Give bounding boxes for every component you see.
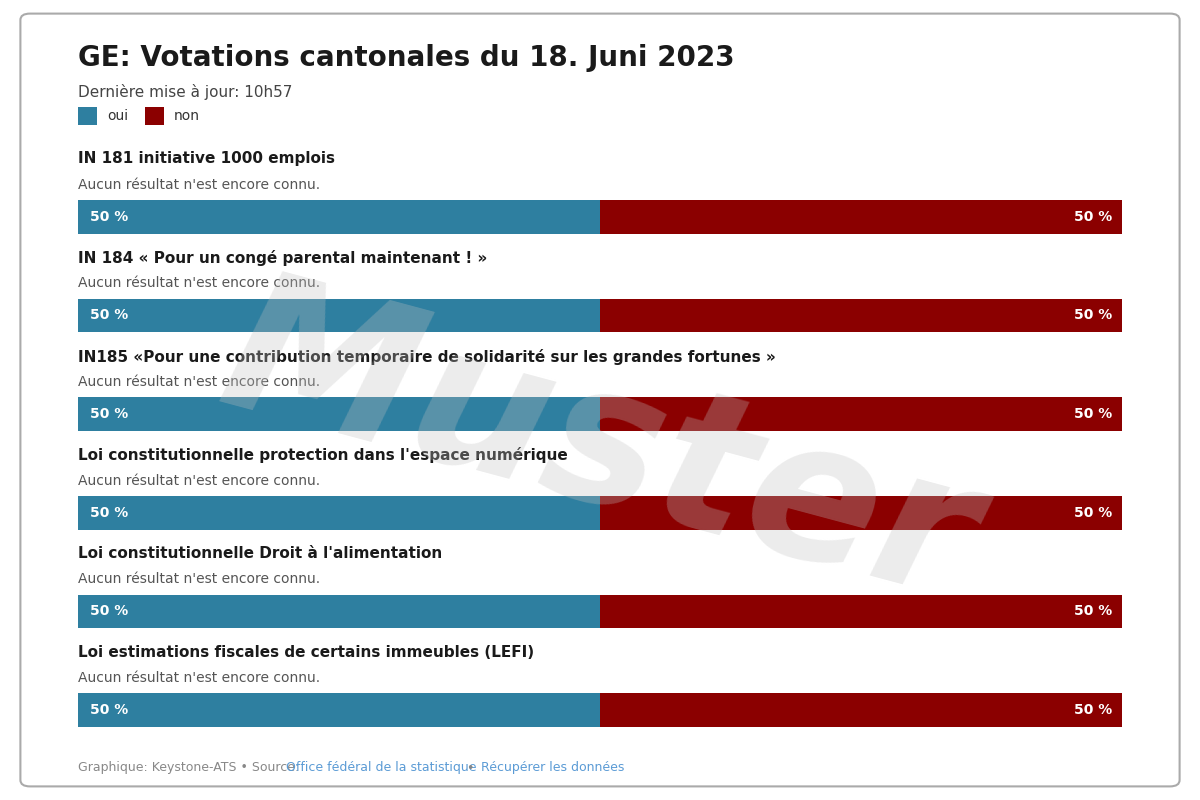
Bar bbox=[145, 107, 164, 125]
Text: Office fédéral de la statistique: Office fédéral de la statistique bbox=[286, 762, 476, 774]
Text: Aucun résultat n'est encore connu.: Aucun résultat n'est encore connu. bbox=[78, 178, 320, 192]
Text: GE: Votations cantonales du 18. Juni 2023: GE: Votations cantonales du 18. Juni 202… bbox=[78, 44, 734, 72]
Text: 50 %: 50 % bbox=[90, 210, 128, 224]
Text: Récupérer les données: Récupérer les données bbox=[481, 762, 624, 774]
Text: 50 %: 50 % bbox=[90, 407, 128, 421]
Bar bbox=[78, 694, 600, 727]
Text: 50 %: 50 % bbox=[1074, 605, 1112, 618]
Bar bbox=[78, 496, 600, 530]
Text: 50 %: 50 % bbox=[90, 605, 128, 618]
Text: 50 %: 50 % bbox=[1074, 210, 1112, 224]
Text: Graphique: Keystone-ATS • Source:: Graphique: Keystone-ATS • Source: bbox=[78, 762, 304, 774]
Text: Loi constitutionnelle protection dans l'espace numérique: Loi constitutionnelle protection dans l'… bbox=[78, 447, 568, 463]
Bar bbox=[78, 398, 600, 431]
Bar bbox=[600, 496, 1122, 530]
Text: 50 %: 50 % bbox=[1074, 506, 1112, 520]
Text: 50 %: 50 % bbox=[1074, 309, 1112, 322]
Text: Dernière mise à jour: 10h57: Dernière mise à jour: 10h57 bbox=[78, 84, 293, 100]
Text: •: • bbox=[463, 762, 479, 774]
Bar bbox=[600, 298, 1122, 332]
Text: 50 %: 50 % bbox=[90, 506, 128, 520]
Text: 50 %: 50 % bbox=[90, 309, 128, 322]
Text: Aucun résultat n'est encore connu.: Aucun résultat n'est encore connu. bbox=[78, 474, 320, 488]
Text: IN 181 initiative 1000 emplois: IN 181 initiative 1000 emplois bbox=[78, 151, 335, 166]
Text: Aucun résultat n'est encore connu.: Aucun résultat n'est encore connu. bbox=[78, 276, 320, 290]
Text: oui: oui bbox=[107, 109, 128, 123]
Text: Aucun résultat n'est encore connu.: Aucun résultat n'est encore connu. bbox=[78, 572, 320, 586]
Bar bbox=[78, 594, 600, 628]
Bar bbox=[600, 594, 1122, 628]
Bar bbox=[78, 107, 97, 125]
Bar bbox=[78, 298, 600, 332]
Bar bbox=[600, 200, 1122, 234]
Text: 50 %: 50 % bbox=[90, 703, 128, 717]
Text: IN185 «Pour une contribution temporaire de solidarité sur les grandes fortunes »: IN185 «Pour une contribution temporaire … bbox=[78, 349, 775, 365]
Text: Loi estimations fiscales de certains immeubles (LEFI): Loi estimations fiscales de certains imm… bbox=[78, 645, 534, 659]
Bar bbox=[600, 694, 1122, 727]
Text: 50 %: 50 % bbox=[1074, 703, 1112, 717]
Text: non: non bbox=[174, 109, 200, 123]
Text: Muster: Muster bbox=[204, 258, 996, 638]
Text: Aucun résultat n'est encore connu.: Aucun résultat n'est encore connu. bbox=[78, 375, 320, 389]
Text: IN 184 « Pour un congé parental maintenant ! »: IN 184 « Pour un congé parental maintena… bbox=[78, 250, 487, 266]
Bar bbox=[600, 398, 1122, 431]
Text: Aucun résultat n'est encore connu.: Aucun résultat n'est encore connu. bbox=[78, 671, 320, 685]
Text: 50 %: 50 % bbox=[1074, 407, 1112, 421]
FancyBboxPatch shape bbox=[20, 14, 1180, 786]
Bar bbox=[78, 200, 600, 234]
Text: Loi constitutionnelle Droit à l'alimentation: Loi constitutionnelle Droit à l'alimenta… bbox=[78, 546, 443, 561]
